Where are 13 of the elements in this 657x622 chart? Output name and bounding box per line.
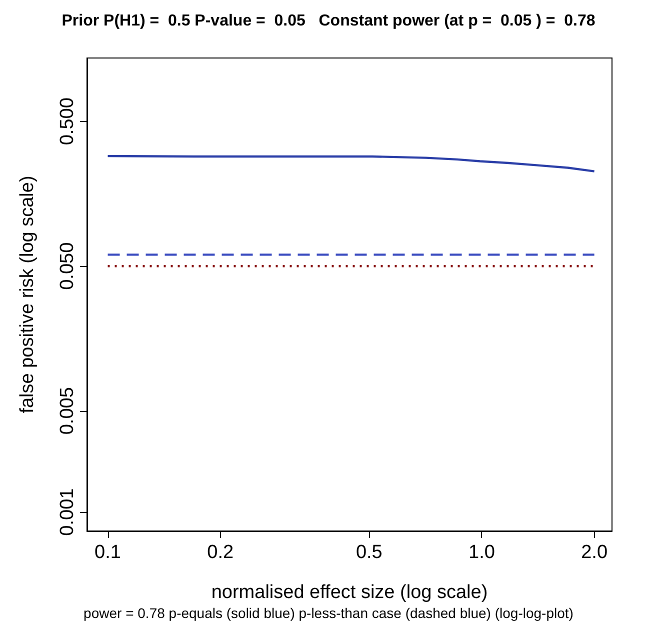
y-tick-label: 0.050 — [57, 242, 78, 290]
x-tick-label: 2.0 — [581, 542, 608, 563]
chart-title: Prior P(H1) = 0.5 P-value = 0.05 Constant power (at p = 0.05 ) = 0.78 — [62, 12, 596, 30]
x-tick-label: 1.0 — [468, 542, 495, 563]
x-tick-label: 0.2 — [207, 542, 234, 563]
y-tick-label: 0.001 — [57, 488, 78, 536]
x-axis-title: normalised effect size (log scale) — [211, 582, 488, 603]
text: power = 0.78 p-equals (solid blue) p-less-than case (dashed blue) (log-log-plot) — [84, 605, 574, 621]
y-axis-title: false positive risk (log scale) — [17, 176, 38, 414]
x-tick-label: 0.5 — [356, 542, 382, 563]
y-tick-label: 0.005 — [57, 387, 78, 435]
x-tick-label: 0.1 — [94, 542, 121, 563]
y-tick-label: 0.500 — [57, 98, 78, 146]
